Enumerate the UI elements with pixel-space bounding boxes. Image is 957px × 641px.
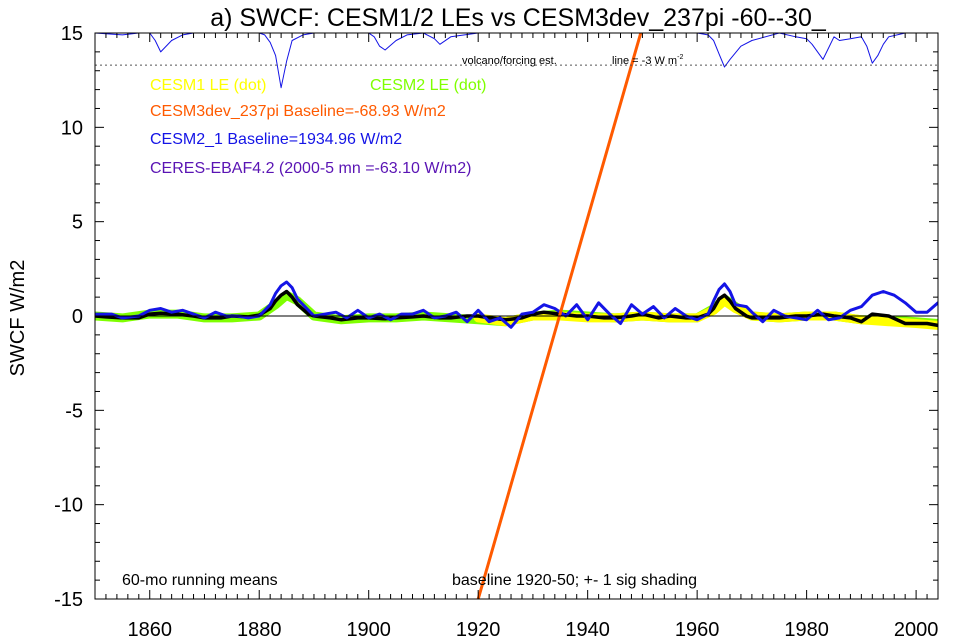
y-tick-label: -10: [54, 495, 83, 517]
x-tick-label: 2000: [894, 619, 939, 641]
series-cesm3dev-237pi: [476, 33, 643, 599]
x-tick-label: 1940: [565, 619, 610, 641]
legend-cesm3dev: CESM3dev_237pi Baseline=-68.93 W/m2: [150, 103, 446, 120]
tick-layer: [94, 32, 939, 600]
volcano-annotation: volcano/forcing est.: [462, 55, 557, 67]
legend-cesm1-le: CESM1 LE (dot): [150, 77, 266, 94]
y-tick-label: 5: [72, 212, 83, 234]
y-tick-label: -5: [65, 400, 83, 422]
series-volcano-forcing-est: [95, 33, 938, 89]
line-note-annotation: line = -3 W m-2: [612, 54, 683, 67]
running-means-annotation: 60-mo running means: [122, 572, 278, 589]
line-note-text: line = -3 W m: [612, 55, 677, 67]
x-tick-label: 1880: [237, 619, 282, 641]
y-tick-label: -15: [54, 589, 83, 611]
legend: CESM1 LE (dot) CESM2 LE (dot) CESM3dev_2…: [150, 77, 486, 177]
x-tick-label: 1960: [675, 619, 720, 641]
x-tick-label: 1920: [456, 619, 501, 641]
legend-cesm2-le: CESM2 LE (dot): [370, 77, 486, 94]
x-tick-label: 1900: [346, 619, 391, 641]
chart-title: a) SWCF: CESM1/2 LEs vs CESM3dev_237pi -…: [210, 4, 827, 32]
line-note-superscript: -2: [677, 54, 683, 61]
tick-label-layer: 1860 1880 1900 1920 1940 1960 1980 2000 -15 -10 -5…: [54, 23, 938, 641]
y-tick-label: 10: [61, 117, 83, 139]
series-cesm2-1: [95, 280, 938, 329]
legend-ceres: CERES-EBAF4.2 (2000-5 mn =-63.10 W/m2): [150, 160, 471, 177]
y-axis-label: SWCF W/m2: [7, 260, 29, 377]
y-tick-label: 0: [72, 306, 83, 328]
x-tick-label: 1980: [784, 619, 829, 641]
legend-cesm2-1: CESM2_1 Baseline=1934.96 W/m2: [150, 131, 402, 148]
baseline-annotation: baseline 1920-50; +- 1 sig shading: [452, 572, 697, 589]
y-tick-label: 15: [61, 23, 83, 45]
x-tick-label: 1860: [127, 619, 172, 641]
